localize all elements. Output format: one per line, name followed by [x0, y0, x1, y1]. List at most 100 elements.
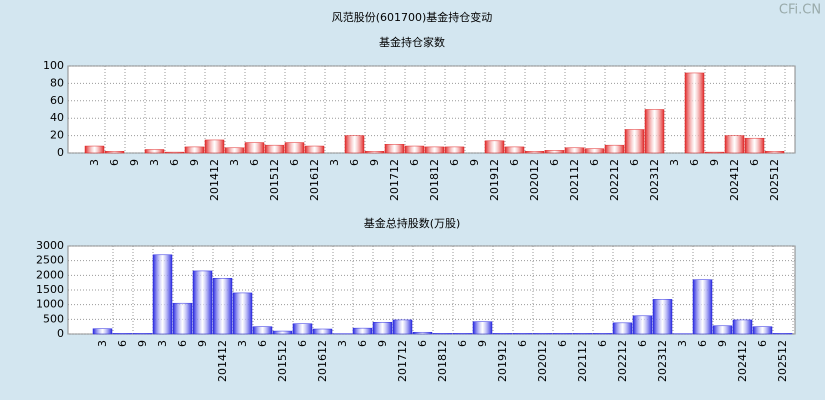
watermark: CFi.CN: [779, 3, 821, 18]
x-tick-label: 6: [696, 340, 709, 347]
bar: [184, 146, 205, 154]
bar: [112, 333, 133, 335]
x-tick-label: 6: [408, 159, 421, 166]
x-tick-label: 202312: [648, 159, 661, 201]
x-tick-label: 6: [168, 159, 181, 166]
x-tick-label: 6: [516, 340, 529, 347]
x-tick-label: 201512: [268, 159, 281, 201]
x-tick-label: 202512: [768, 159, 781, 201]
bar: [704, 151, 725, 154]
x-tick-label: 6: [108, 159, 121, 166]
x-tick-label: 6: [176, 340, 189, 347]
bar: [172, 302, 193, 335]
x-tick-label: 3: [236, 340, 249, 347]
bar: [732, 319, 753, 335]
bar: [424, 146, 445, 154]
bar: [564, 147, 585, 154]
bar: [472, 321, 493, 335]
x-tick-label: 9: [716, 340, 729, 347]
x-tick-label: 3: [156, 340, 169, 347]
x-tick-label: 201712: [388, 159, 401, 201]
bar: [312, 328, 333, 335]
bar: [552, 333, 573, 335]
x-tick-label: 202012: [536, 340, 549, 382]
bar: [244, 142, 265, 154]
bar: [144, 149, 165, 154]
bar: [604, 144, 625, 154]
bar: [644, 109, 665, 154]
bar: [452, 333, 473, 335]
bar: [632, 315, 653, 335]
bar: [772, 333, 793, 335]
y-tick-label: 80: [50, 76, 64, 89]
bar: [532, 333, 553, 335]
x-tick-label: 3: [336, 340, 349, 347]
bar: [252, 326, 273, 335]
y-tick-label: 500: [43, 312, 64, 325]
x-tick-label: 6: [256, 340, 269, 347]
x-tick-label: 6: [116, 340, 129, 347]
x-tick-label: 6: [356, 340, 369, 347]
x-tick-label: 3: [676, 340, 689, 347]
x-tick-label: 3: [668, 159, 681, 166]
x-tick-label: 9: [188, 159, 201, 166]
y-tick-label: 20: [50, 129, 64, 142]
bar: [412, 331, 433, 335]
x-tick-label: 6: [636, 340, 649, 347]
bar: [724, 135, 745, 154]
bar: [192, 270, 213, 335]
bar: [372, 322, 393, 335]
bar: [272, 330, 293, 335]
y-tick-label: 0: [57, 327, 64, 340]
x-tick-label: 6: [756, 340, 769, 347]
x-tick-label: 201612: [316, 340, 329, 382]
bar: [524, 151, 545, 154]
bar: [444, 146, 465, 154]
x-tick-label: 202412: [736, 340, 749, 382]
x-tick-label: 6: [588, 159, 601, 166]
x-tick-label: 6: [628, 159, 641, 166]
bar: [384, 144, 405, 154]
page-title: 风范股份(601700)基金持仓变动: [332, 10, 493, 24]
bar: [404, 145, 425, 154]
x-tick-label: 3: [228, 159, 241, 166]
x-tick-label: 6: [348, 159, 361, 166]
x-tick-label: 201612: [308, 159, 321, 201]
x-tick-label: 3: [88, 159, 101, 166]
bar: [544, 150, 565, 154]
bar: [712, 325, 733, 335]
x-tick-label: 202212: [608, 159, 621, 201]
bar: [264, 144, 285, 154]
x-tick-label: 3: [328, 159, 341, 166]
x-tick-label: 9: [136, 340, 149, 347]
x-tick-label: 201912: [496, 340, 509, 382]
bar: [504, 146, 525, 154]
x-tick-label: 202212: [616, 340, 629, 382]
x-tick-label: 201512: [276, 340, 289, 382]
x-tick-label: 202312: [656, 340, 669, 382]
bar: [224, 147, 245, 154]
bar: [624, 129, 645, 154]
x-tick-label: 6: [456, 340, 469, 347]
bar: [292, 323, 313, 335]
x-tick-label: 6: [548, 159, 561, 166]
chart-title: 基金持仓家数: [379, 35, 445, 49]
x-tick-label: 9: [476, 340, 489, 347]
x-tick-label: 6: [596, 340, 609, 347]
bar: [164, 151, 185, 154]
bar: [652, 299, 673, 335]
bar: [212, 278, 233, 335]
bar: [364, 151, 385, 154]
y-tick-label: 1000: [36, 298, 64, 311]
bar: [92, 328, 113, 335]
bar: [344, 135, 365, 154]
bar: [512, 333, 533, 335]
x-tick-label: 6: [748, 159, 761, 166]
bar: [84, 145, 105, 154]
bar: [612, 322, 633, 335]
bar: [232, 292, 253, 335]
x-tick-label: 6: [508, 159, 521, 166]
x-tick-label: 202412: [728, 159, 741, 201]
y-tick-label: 3000: [36, 239, 64, 252]
